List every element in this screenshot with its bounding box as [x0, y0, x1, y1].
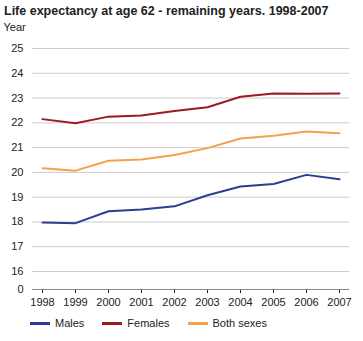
- svg-text:0: 0: [17, 283, 23, 295]
- svg-text:25: 25: [11, 42, 23, 54]
- html-text:Females: Females: [127, 317, 170, 329]
- svg-text:1998: 1998: [30, 296, 54, 308]
- svg-text:1999: 1999: [63, 296, 87, 308]
- svg-text:16: 16: [11, 265, 23, 277]
- svg-text:2007: 2007: [327, 296, 351, 308]
- svg-text:23: 23: [11, 92, 23, 104]
- svg-text:22: 22: [11, 116, 23, 128]
- svg-text:24: 24: [11, 67, 23, 79]
- svg-text:2003: 2003: [195, 296, 219, 308]
- svg-text:2005: 2005: [261, 296, 285, 308]
- svg-text:2001: 2001: [129, 296, 153, 308]
- svg-text:18: 18: [11, 215, 23, 227]
- svg-text:2004: 2004: [228, 296, 252, 308]
- svg-text:19: 19: [11, 191, 23, 203]
- html-text:Both sexes: Both sexes: [212, 317, 267, 329]
- html-text:Life expectancy at age 62 - re: Life expectancy at age 62 - remaining ye…: [4, 4, 329, 18]
- svg-text:Year: Year: [4, 21, 27, 33]
- svg-text:2002: 2002: [162, 296, 186, 308]
- svg-text:17: 17: [11, 240, 23, 252]
- svg-text:2006: 2006: [294, 296, 318, 308]
- svg-text:2000: 2000: [96, 296, 120, 308]
- html-text:Males: Males: [55, 317, 85, 329]
- svg-text:20: 20: [11, 166, 23, 178]
- svg-text:21: 21: [11, 141, 23, 153]
